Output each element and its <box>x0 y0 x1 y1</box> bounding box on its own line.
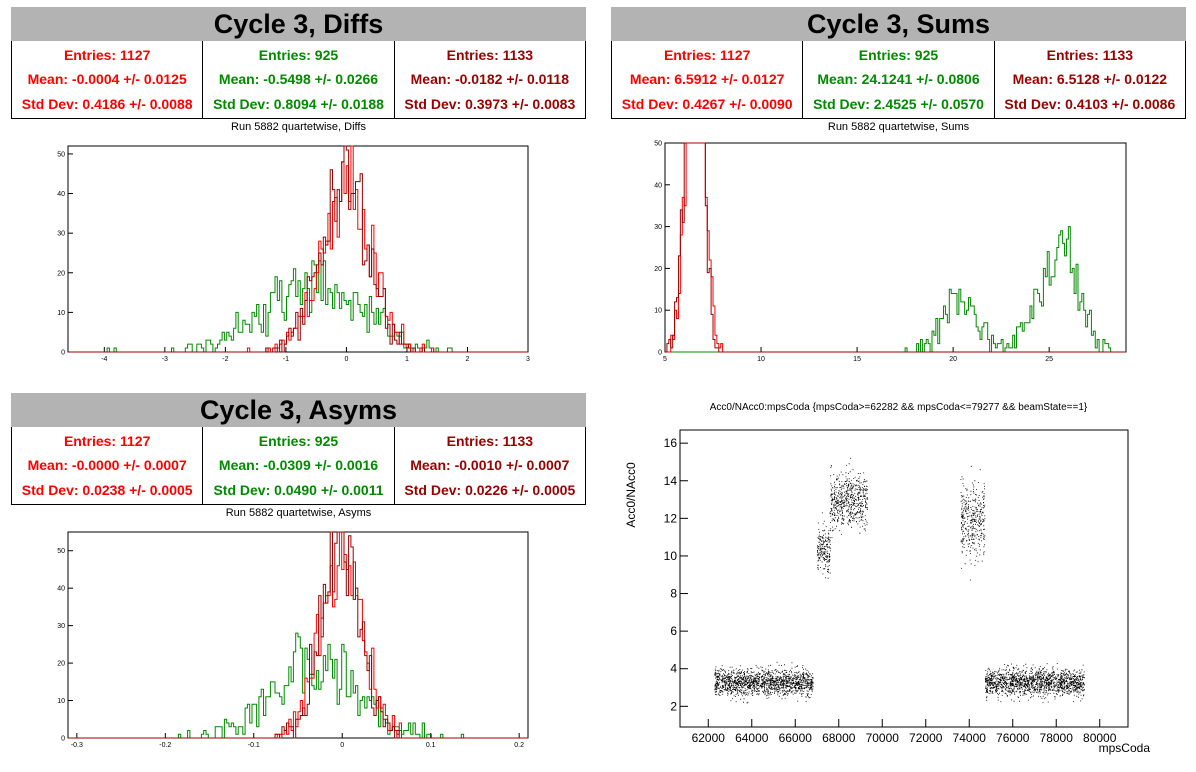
x-tick-label: -0.1 <box>248 742 260 749</box>
y-tick-label: 20 <box>654 266 662 273</box>
sums-stats: Entries: 1127 Mean: 6.5912 +/- 0.0127 Std … <box>611 41 1186 119</box>
x-tick-label: 1 <box>405 356 409 363</box>
x-tick-label: 15 <box>853 356 861 363</box>
diffs-title: Cycle 3, Diffs <box>11 7 586 41</box>
y-tick-label: 10 <box>57 310 65 317</box>
scatter-xlabel: mpsCoda <box>1098 741 1150 755</box>
y-tick-label: 40 <box>654 182 662 189</box>
x-tick-label: -0.2 <box>159 742 171 749</box>
x-tick-label: -4 <box>101 356 107 363</box>
y-tick-label: 0 <box>61 736 65 743</box>
x-tick-label: 20 <box>949 356 957 363</box>
y-tick-label: 0 <box>658 350 662 357</box>
x-tick-label: 0.1 <box>426 742 436 749</box>
x-tick-label: -3 <box>162 356 168 363</box>
y-tick-label: 8 <box>670 587 677 601</box>
histogram-darkred-series <box>665 142 1126 353</box>
scatter-cluster <box>830 457 868 539</box>
y-tick-label: 10 <box>654 308 662 315</box>
asyms-title: Cycle 3, Asyms <box>11 393 586 427</box>
scatter-title: Acc0/NAcc0:mpsCoda {mpsCoda>=62282 && mp… <box>709 402 1088 413</box>
y-tick-label: 14 <box>664 474 678 488</box>
x-tick-label: 5 <box>663 356 667 363</box>
diffs-subtitle: Run 5882 quartetwise, Diffs <box>231 121 366 133</box>
stats-col: Entries: 1133 Mean: 6.5128 +/- 0.0122 Std … <box>1004 47 1176 112</box>
stats-col: Entries: 1127 Mean: -0.0004 +/- 0.0125 Std… <box>12 41 204 118</box>
y-tick-label: 50 <box>654 141 662 148</box>
stats-col: Entries: 925 Mean: -0.0309 +/- 0.0016 Std … <box>203 427 395 504</box>
x-tick-label: 10 <box>757 356 765 363</box>
x-tick-label: 80000 <box>1083 731 1117 745</box>
x-tick-label: 64000 <box>735 731 769 745</box>
x-tick-label: 3 <box>526 356 530 363</box>
histogram-darkred-series <box>68 145 528 353</box>
histogram-darkred-series <box>68 531 528 739</box>
y-tick-label: 16 <box>664 436 678 450</box>
x-tick-label: 74000 <box>953 731 987 745</box>
x-tick-label: 66000 <box>779 731 813 745</box>
plot-frame <box>67 145 529 353</box>
stats-col: Entries: 925 Mean: -0.5498 +/- 0.0266 Std … <box>203 41 395 118</box>
scatter-cluster <box>960 465 986 581</box>
y-tick-label: 2 <box>670 699 677 713</box>
y-tick-label: 30 <box>654 224 662 231</box>
y-tick-label: 30 <box>57 623 65 630</box>
scatter-ylabel: Acc0/NAcc0 <box>624 462 638 528</box>
x-tick-label: 72000 <box>909 731 943 745</box>
scatter-points <box>714 457 1085 704</box>
x-tick-label: 76000 <box>996 731 1030 745</box>
stats-col: Entries: 925 Mean: 24.1241 +/- 0.0806 Std … <box>803 41 995 118</box>
scatter-cluster <box>714 661 814 704</box>
x-tick-label: 62000 <box>692 731 726 745</box>
y-tick-label: 40 <box>57 191 65 198</box>
y-tick-label: 20 <box>57 270 65 277</box>
diffs-stats: Entries: 1127 Mean: -0.0004 +/- 0.0125 Std… <box>11 41 586 119</box>
stats-col: Entries: 1133 Mean: -0.0010 +/- 0.0007 Std… <box>404 433 576 498</box>
stats-col: Entries: 1127 Mean: 6.5912 +/- 0.0127 Std … <box>612 41 804 118</box>
stats-col: Entries: 1133 Mean: -0.0182 +/- 0.0118 Std… <box>404 47 576 112</box>
histogram-green-series <box>665 226 1126 353</box>
scatter-cluster <box>985 663 1085 704</box>
y-tick-label: 30 <box>57 231 65 238</box>
chart-acc0: 62000 64000 66000 68000 70000 72000 74000 76000… <box>624 429 1129 745</box>
y-tick-label: 0 <box>61 350 65 357</box>
x-tick-label: -1 <box>283 356 289 363</box>
asyms-subtitle: Run 5882 quartetwise, Asyms <box>225 507 372 519</box>
stats-col: Entries: 1127 Mean: -0.0000 +/- 0.0007 Std… <box>12 427 204 504</box>
x-tick-label: 2 <box>466 356 470 363</box>
x-tick-label: 68000 <box>822 731 856 745</box>
x-tick-label: 78000 <box>1040 731 1074 745</box>
asyms-stats: Entries: 1127 Mean: -0.0000 +/- 0.0007 Std… <box>11 427 586 505</box>
y-tick-label: 10 <box>57 698 65 705</box>
y-tick-label: 20 <box>57 661 65 668</box>
x-tick-label: -2 <box>222 356 228 363</box>
scatter-cluster <box>817 512 831 579</box>
y-tick-label: 10 <box>664 549 678 563</box>
x-tick-label: -0.3 <box>71 742 83 749</box>
x-tick-label: 0 <box>344 356 348 363</box>
y-tick-label: 12 <box>664 511 678 525</box>
chart-sums: 5 10 15 20 25 0 10 20 30 40 50 <box>654 141 1127 363</box>
x-tick-label: 25 <box>1045 356 1053 363</box>
x-tick-label: 70000 <box>866 731 900 745</box>
y-tick-label: 40 <box>57 586 65 593</box>
y-tick-label: 6 <box>670 624 677 638</box>
y-tick-label: 50 <box>57 151 65 158</box>
x-tick-label: 0 <box>340 742 344 749</box>
sums-subtitle: Run 5882 quartetwise, Sums <box>827 121 970 133</box>
histogram-green-series <box>68 260 528 353</box>
plot-frame <box>67 531 529 739</box>
sums-title: Cycle 3, Sums <box>611 7 1186 41</box>
y-tick-label: 50 <box>57 548 65 555</box>
chart-asyms: -0.3 -0.2 -0.1 0 0.1 0.2 0 10 20 30 40 50 <box>57 531 529 749</box>
plot-frame <box>679 429 1129 728</box>
y-tick-label: 4 <box>670 662 677 676</box>
x-tick-label: 0.2 <box>514 742 524 749</box>
